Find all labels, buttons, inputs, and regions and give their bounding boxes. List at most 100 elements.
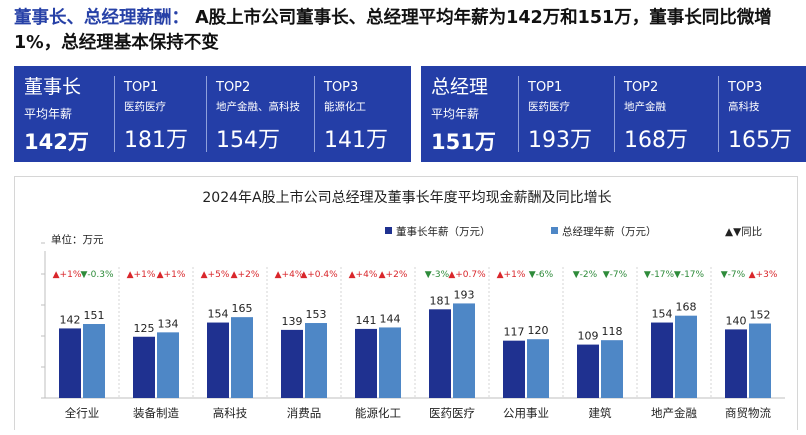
legend-label-gm: 总经理年薪（万元） bbox=[562, 225, 657, 238]
gm-top2: TOP2 地产金融 168万 bbox=[614, 66, 718, 162]
top-value: 168万 bbox=[624, 128, 688, 153]
bar-value-label: 168 bbox=[676, 301, 697, 314]
yoy-label: ▼-2% bbox=[573, 270, 598, 280]
top-industry: 医药医疗 bbox=[528, 101, 570, 113]
salary-bar-chart: 2024年A股上市公司总经理及董事长年度平均现金薪酬及同比增长 单位：万元 董事… bbox=[41, 189, 785, 420]
legend-swatch-gm bbox=[551, 227, 558, 234]
category-label: 装备制造 bbox=[133, 406, 179, 420]
gm-summary: 总经理 平均年薪 151万 bbox=[421, 66, 518, 162]
bar-chairman bbox=[429, 309, 451, 398]
top-value: 154万 bbox=[216, 128, 280, 153]
top-industry: 能源化工 bbox=[324, 101, 366, 113]
bar-value-label: 151 bbox=[84, 309, 105, 322]
divider bbox=[206, 76, 207, 152]
gm-title: 总经理 bbox=[431, 76, 489, 98]
top-rank: TOP2 bbox=[216, 80, 251, 95]
yoy-label: ▲+3% bbox=[749, 270, 778, 280]
headline-accent: 董事长、总经理薪酬： bbox=[14, 8, 189, 28]
category-label: 高科技 bbox=[213, 406, 248, 420]
yoy-label: ▲+1% bbox=[497, 270, 526, 280]
chairman-top1: TOP1 医药医疗 181万 bbox=[114, 66, 206, 162]
bar-value-label: 154 bbox=[208, 308, 229, 321]
top-rank: TOP3 bbox=[324, 80, 359, 95]
divider bbox=[314, 76, 315, 152]
category-label: 商贸物流 bbox=[725, 406, 771, 420]
top-industry: 地产金融 bbox=[624, 101, 666, 113]
chart-title: 2024年A股上市公司总经理及董事长年度平均现金薪酬及同比增长 bbox=[202, 189, 611, 206]
bar-value-label: 117 bbox=[504, 326, 525, 339]
top-value: 193万 bbox=[528, 128, 592, 153]
gm-top3: TOP3 高科技 165万 bbox=[718, 66, 806, 162]
divider bbox=[114, 76, 115, 152]
category-label: 消费品 bbox=[287, 406, 322, 420]
category-label: 医药医疗 bbox=[429, 406, 475, 420]
gm-panel: 总经理 平均年薪 151万 TOP1 医药医疗 193万 TOP2 地产金融 1… bbox=[421, 66, 806, 162]
yoy-label: ▼-17% bbox=[674, 270, 705, 280]
category-label: 地产金融 bbox=[651, 406, 697, 420]
yoy-label: ▲+2% bbox=[231, 270, 260, 280]
yoy-label: ▲+0.4% bbox=[300, 270, 338, 280]
gm-subtitle: 平均年薪 bbox=[431, 107, 480, 121]
bar-gm bbox=[675, 315, 697, 398]
bar-gm bbox=[749, 323, 771, 398]
chairman-title: 董事长 bbox=[24, 76, 82, 98]
bar-gm bbox=[157, 332, 179, 398]
bar-value-label: 134 bbox=[158, 317, 179, 330]
bar-chairman bbox=[207, 322, 229, 398]
unit-label: 单位：万元 bbox=[51, 233, 104, 246]
yoy-label: ▲+4% bbox=[349, 270, 378, 280]
top-value: 141万 bbox=[324, 128, 388, 153]
yoy-label: ▲+0.7% bbox=[448, 270, 486, 280]
yoy-label: ▼-17% bbox=[644, 270, 675, 280]
chairman-subtitle: 平均年薪 bbox=[24, 107, 73, 121]
yoy-label: ▲+1% bbox=[53, 270, 82, 280]
yoy-label: ▼-3% bbox=[425, 270, 450, 280]
yoy-label: ▲+1% bbox=[127, 270, 156, 280]
bar-value-label: 165 bbox=[232, 302, 253, 315]
category-label: 全行业 bbox=[65, 406, 100, 420]
headline-text: A股上市公司董事长、总经理平均年薪为142万和151万，董事长同比微增1%，总经… bbox=[14, 8, 772, 53]
bar-value-label: 140 bbox=[726, 314, 747, 327]
headline: 董事长、总经理薪酬： A股上市公司董事长、总经理平均年薪为142万和151万，董… bbox=[14, 6, 798, 56]
bar-value-label: 118 bbox=[602, 325, 623, 338]
category-label: 能源化工 bbox=[355, 406, 401, 420]
chairman-top3: TOP3 能源化工 141万 bbox=[314, 66, 411, 162]
top-value: 181万 bbox=[124, 128, 188, 153]
bar-chairman bbox=[59, 328, 81, 398]
top-industry: 高科技 bbox=[728, 101, 760, 113]
category-label: 公用事业 bbox=[503, 406, 549, 420]
yoy-label: ▼-7% bbox=[603, 270, 628, 280]
legend-label-chairman: 董事长年薪（万元） bbox=[396, 225, 491, 238]
bar-gm bbox=[231, 317, 253, 398]
yoy-label: ▲+5% bbox=[201, 270, 230, 280]
top-rank: TOP1 bbox=[528, 80, 563, 95]
gm-average-value: 151万 bbox=[431, 130, 496, 154]
bar-value-label: 139 bbox=[282, 315, 303, 328]
yoy-label: ▲+1% bbox=[157, 270, 186, 280]
bar-chairman bbox=[133, 336, 155, 398]
yoy-legend-label: ▲▼同比 bbox=[725, 225, 762, 238]
bar-gm bbox=[453, 303, 475, 398]
bar-gm bbox=[83, 324, 105, 398]
bar-chairman bbox=[651, 322, 673, 398]
bar-value-label: 154 bbox=[652, 308, 673, 321]
bar-chairman bbox=[725, 329, 747, 398]
chairman-panel: 董事长 平均年薪 142万 TOP1 医药医疗 181万 TOP2 地产金融、高… bbox=[14, 66, 411, 162]
chairman-top2: TOP2 地产金融、高科技 154万 bbox=[206, 66, 314, 162]
bar-value-label: 153 bbox=[306, 308, 327, 321]
divider bbox=[614, 76, 615, 152]
top-value: 165万 bbox=[728, 128, 792, 153]
divider bbox=[518, 76, 519, 152]
bar-chairman bbox=[577, 344, 599, 398]
plot-area: 142 ▲+1% 151 ▼-0.3% 全行业 125 ▲+1% 134 ▲+1% 装备制造 154… bbox=[41, 242, 785, 420]
top-industry: 地产金融、高科技 bbox=[216, 101, 300, 113]
yoy-label: ▲+4% bbox=[275, 270, 304, 280]
yoy-label: ▼-0.3% bbox=[80, 270, 113, 280]
chairman-average-value: 142万 bbox=[24, 130, 89, 154]
yoy-label: ▼-6% bbox=[529, 270, 554, 280]
bar-chairman bbox=[503, 340, 525, 398]
bar-chairman bbox=[281, 329, 303, 398]
yoy-label: ▼-7% bbox=[721, 270, 746, 280]
bar-value-label: 109 bbox=[578, 330, 599, 343]
top-rank: TOP2 bbox=[624, 80, 659, 95]
